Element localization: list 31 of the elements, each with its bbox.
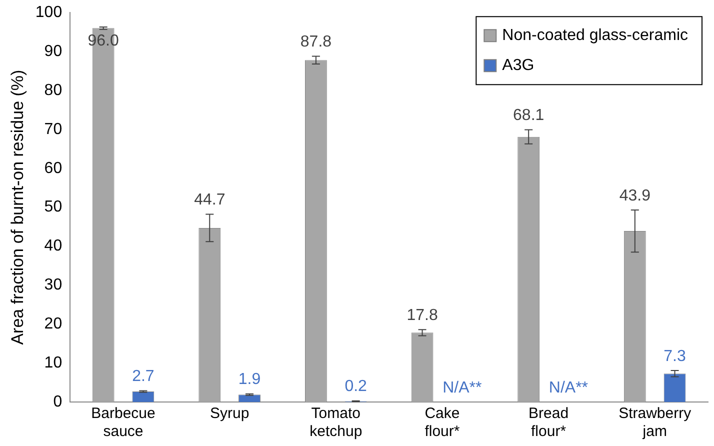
x-tick-label: Syrup xyxy=(210,405,250,422)
data-label: 2.7 xyxy=(132,368,154,386)
y-tick-label: 50 xyxy=(44,198,62,216)
y-tick-label: 0 xyxy=(53,393,62,410)
text: N/A** xyxy=(442,379,482,396)
y-axis-title: Area fraction of burnt-on residue (%) xyxy=(8,70,27,345)
x-tick-label: Tomato ketchup xyxy=(310,405,362,440)
x-tick-label: Barbecue sauce xyxy=(91,405,156,440)
y-tick-label: 20 xyxy=(44,316,62,333)
data-label: 87.8 xyxy=(300,34,332,51)
data-label: 17.8 xyxy=(406,306,438,324)
x-tick-label: Cake flour* xyxy=(424,405,460,440)
data-label: 44.7 xyxy=(194,192,226,209)
y-tick-label: 30 xyxy=(44,276,62,294)
y-tick-label: 90 xyxy=(44,42,62,60)
y-tick-label: 80 xyxy=(44,82,62,99)
data-label: 7.3 xyxy=(664,348,686,365)
text: N/A** xyxy=(548,379,588,396)
x-tick-label: Strawberry jam xyxy=(618,405,692,440)
y-tick-label: 60 xyxy=(44,160,62,177)
data-label: 43.9 xyxy=(619,187,651,204)
y-tick-label: 40 xyxy=(44,238,62,255)
data-label: 0.2 xyxy=(344,378,368,396)
y-tick-label: 10 xyxy=(44,354,62,372)
y-tick-label: 100 xyxy=(35,4,62,22)
legend-label: A3G xyxy=(502,57,534,74)
x-tick-label: Bread flour* xyxy=(528,405,569,440)
data-label: 1.9 xyxy=(238,371,261,388)
y-tick-label: 70 xyxy=(44,120,62,138)
data-label: 68.1 xyxy=(513,107,544,124)
legend-label: Non-coated glass-ceramic xyxy=(502,27,688,44)
